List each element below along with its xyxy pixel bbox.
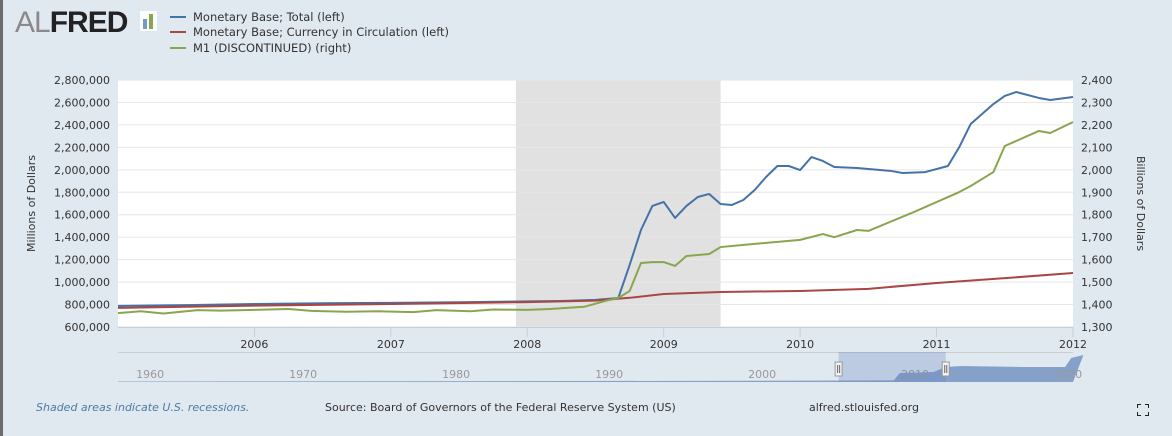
x-tick-label: 2009: [650, 338, 678, 351]
series-line-1: [117, 271, 1074, 309]
y-tick-right: 1,500: [1081, 276, 1113, 289]
series-line-2: [117, 121, 1074, 315]
legend-item-currency[interactable]: Monetary Base; Currency in Circulation (…: [170, 25, 449, 41]
y-tick-right: 1,700: [1081, 231, 1113, 244]
alfred-logo[interactable]: ALFRED: [15, 6, 129, 40]
source-text: Source: Board of Governors of the Federa…: [325, 401, 676, 414]
legend: Monetary Base; Total (left) Monetary Bas…: [170, 9, 449, 56]
y-tick-left: 800,000: [65, 299, 111, 312]
legend-swatch: [170, 15, 186, 18]
y-tick-left: 2,200,000: [54, 141, 110, 154]
navigator-selection: [838, 352, 946, 382]
logo-text-light: AL: [15, 6, 51, 39]
legend-item-m1[interactable]: M1 (DISCONTINUED) (right): [170, 40, 449, 56]
x-tick-label: 2006: [240, 338, 268, 351]
y-tick-right: 1,600: [1081, 254, 1113, 267]
x-tick-label: 2012: [1059, 338, 1087, 351]
y-axis-label-right: Billions of Dollars: [1134, 156, 1147, 251]
chart: 600,000 1,300 800,000 1,400 1,000,000 1,500 1,…: [25, 74, 1147, 382]
site-url[interactable]: alfred.stlouisfed.org: [809, 401, 919, 414]
y-tick-right: 1,900: [1081, 186, 1113, 199]
y-tick-right: 1,400: [1081, 299, 1113, 312]
navigator-area: [118, 355, 1084, 382]
y-tick-left: 2,000,000: [54, 164, 110, 177]
y-tick-left: 1,000,000: [54, 276, 110, 289]
logo-text-bold: FRED: [49, 6, 129, 39]
navigator-tick: 1960: [136, 368, 164, 381]
y-tick-right: 2,300: [1081, 96, 1113, 109]
legend-label: Monetary Base; Currency in Circulation (…: [193, 25, 450, 40]
y-tick-right: 2,100: [1081, 141, 1113, 154]
navigator-tick: 2020: [1054, 368, 1082, 381]
y-tick-right: 1,300: [1081, 321, 1113, 334]
legend-item-total[interactable]: Monetary Base; Total (left): [170, 9, 449, 25]
logo-bars-icon: [140, 11, 157, 31]
y-tick-left: 1,400,000: [54, 231, 110, 244]
y-tick-right: 2,200: [1081, 119, 1113, 132]
y-tick-right: 2,000: [1081, 164, 1113, 177]
y-axis-label-left: Millions of Dollars: [25, 155, 38, 252]
y-tick-left: 2,800,000: [54, 74, 110, 87]
navigator-tick: 1990: [595, 368, 623, 381]
y-tick-left: 2,400,000: [54, 119, 110, 132]
navigator-handle[interactable]: [941, 361, 950, 377]
legend-label: Monetary Base; Total (left): [193, 9, 345, 24]
y-tick-right: 1,800: [1081, 209, 1113, 222]
x-tick-label: 2010: [786, 338, 814, 351]
navigator-tick: 2010: [901, 368, 929, 381]
x-tick-label: 2008: [513, 338, 541, 351]
navigator-handle[interactable]: [834, 361, 843, 377]
navigator-tick: 1980: [442, 368, 470, 381]
recession-note: Shaded areas indicate U.S. recessions.: [36, 401, 250, 414]
y-tick-right: 2,400: [1081, 74, 1113, 87]
y-tick-left: 1,600,000: [54, 209, 110, 222]
fullscreen-icon[interactable]: [1137, 404, 1149, 416]
navigator-tick: 1970: [289, 368, 317, 381]
legend-swatch: [170, 46, 186, 49]
legend-swatch: [170, 31, 186, 34]
recession-shading: [515, 80, 721, 327]
navigator-tick: 2000: [748, 368, 776, 381]
y-tick-left: 1,200,000: [54, 254, 110, 267]
y-tick-left: 600,000: [65, 321, 111, 334]
x-tick-label: 2007: [377, 338, 405, 351]
x-tick-label: 2011: [923, 338, 951, 351]
y-tick-left: 1,800,000: [54, 186, 110, 199]
y-tick-left: 2,600,000: [54, 96, 110, 109]
legend-label: M1 (DISCONTINUED) (right): [193, 40, 352, 55]
